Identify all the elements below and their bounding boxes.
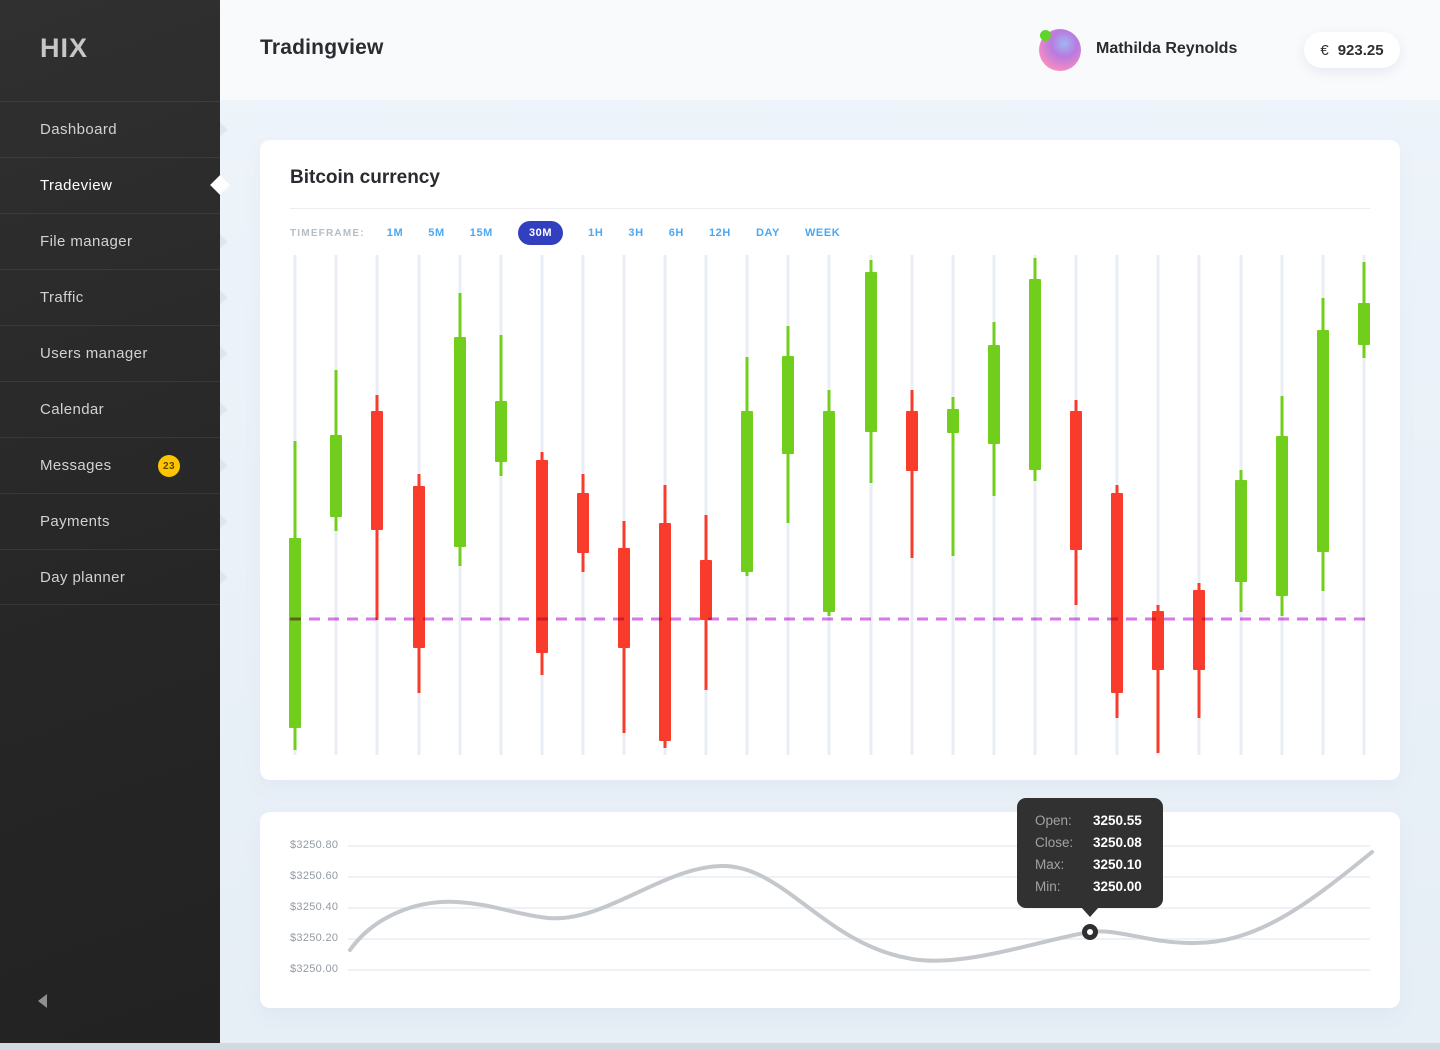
item-indicator: [220, 570, 228, 585]
timeframe-tab-1m[interactable]: 1M: [386, 227, 404, 239]
item-indicator: [220, 514, 228, 529]
tooltip-label: Max:: [1035, 857, 1065, 872]
user-name: Mathilda Reynolds: [1096, 40, 1238, 57]
line-chart-card: $3250.80 $3250.60 $3250.40 $3250.20 $3250.00: [260, 812, 1400, 1008]
tooltip-row: Open: 3250.55: [1035, 810, 1163, 832]
header: Tradingview Mathilda Reynolds € 923.25: [220, 0, 1440, 100]
y-axis-label: $3250.40: [290, 901, 339, 913]
chart-tooltip: Open: 3250.55 Close: 3250.08 Max: 3250.10 Min:…: [1017, 798, 1163, 908]
y-axis-label: $3250.80: [290, 839, 339, 851]
tooltip-label: Open:: [1035, 813, 1072, 828]
online-status-dot: [1040, 30, 1051, 41]
tooltip-row: Max: 3250.10: [1035, 854, 1163, 876]
sidebar-item-label: Users manager: [40, 345, 148, 362]
timeframe-tab-5m[interactable]: 5M: [428, 227, 445, 239]
sidebar-item-label: Calendar: [40, 401, 105, 418]
timeframe-tab-1h[interactable]: 1H: [588, 227, 604, 239]
tooltip-row: Min: 3250.00: [1035, 876, 1163, 898]
balance-currency: €: [1320, 41, 1329, 59]
y-axis-label: $3250.20: [290, 932, 339, 944]
title-divider: [290, 208, 1370, 209]
sidebar-item-calendar[interactable]: Calendar: [0, 381, 220, 437]
sidebar-item-label: Dashboard: [40, 121, 117, 138]
tooltip-value: 3250.00: [1093, 879, 1142, 894]
tooltip-label: Close:: [1035, 835, 1074, 850]
sidebar-item-traffic[interactable]: Traffic: [0, 269, 220, 325]
sidebar: HIX Dashboard Tradeview File manager Traffi…: [0, 0, 220, 1050]
messages-count-badge: 23: [158, 455, 180, 477]
item-indicator: [220, 122, 228, 137]
tooltip-value: 3250.08: [1093, 835, 1142, 850]
sidebar-item-label: Traffic: [40, 289, 84, 306]
line-chart: [348, 845, 1374, 971]
sidebar-item-label: Day planner: [40, 568, 126, 586]
chart-title: Bitcoin currency: [290, 167, 440, 188]
timeframe-tab-12h[interactable]: 12H: [708, 227, 731, 239]
page-title: Tradingview: [260, 36, 384, 59]
balance-amount: 923.25: [1337, 41, 1384, 59]
sidebar-item-users-manager[interactable]: Users manager: [0, 325, 220, 381]
timeframe-tab-6h[interactable]: 6H: [668, 227, 684, 239]
tooltip-label: Min:: [1035, 879, 1061, 894]
sidebar-nav: Dashboard Tradeview File manager Traffic Use…: [0, 101, 220, 605]
item-indicator: [220, 458, 228, 473]
candlestick-card: Bitcoin currency TIMEFRAME: 1M 5M 15M 30M 1H…: [260, 140, 1400, 780]
item-indicator: [220, 402, 228, 417]
line-marker-dot: [1082, 924, 1098, 940]
item-indicator: [220, 290, 228, 305]
y-axis-label: $3250.00: [290, 963, 339, 975]
tooltip-value: 3250.55: [1093, 813, 1142, 828]
item-indicator: [220, 234, 228, 249]
tooltip-value: 3250.10: [1093, 857, 1142, 872]
sidebar-item-label: Tradeview: [40, 177, 113, 194]
timeframe-row: TIMEFRAME: 1M 5M 15M 30M 1H 3H 6H 12H DAY WEEK: [290, 220, 865, 246]
tooltip-pointer: [1081, 907, 1099, 917]
timeframe-tab-3h[interactable]: 3H: [628, 227, 644, 239]
sidebar-item-file-manager[interactable]: File manager: [0, 213, 220, 269]
timeframe-tab-15m[interactable]: 15M: [469, 227, 493, 239]
sidebar-item-day-planner[interactable]: Day planner: [0, 549, 220, 605]
sidebar-item-dashboard[interactable]: Dashboard: [0, 101, 220, 157]
app-logo: HIX: [40, 33, 89, 63]
item-indicator: [220, 346, 228, 361]
tooltip-row: Close: 3250.08: [1035, 832, 1163, 854]
sidebar-item-tradeview[interactable]: Tradeview: [0, 157, 220, 213]
sidebar-item-payments[interactable]: Payments: [0, 493, 220, 549]
timeframe-tab-day[interactable]: DAY: [755, 227, 780, 239]
sidebar-item-label: Messages: [40, 457, 112, 474]
sidebar-item-messages[interactable]: Messages 23: [0, 437, 220, 493]
timeframe-tab-30m[interactable]: 30M: [517, 221, 564, 245]
balance-pill[interactable]: € 923.25: [1304, 32, 1400, 68]
sidebar-collapse-icon[interactable]: [38, 994, 47, 1008]
horizontal-scrollbar[interactable]: [0, 1043, 1440, 1050]
timeframe-label: TIMEFRAME:: [290, 227, 365, 239]
sidebar-item-label: Payments: [40, 513, 110, 530]
timeframe-tab-week[interactable]: WEEK: [804, 227, 841, 239]
y-axis-label: $3250.60: [290, 870, 339, 882]
avatar[interactable]: [1039, 29, 1081, 71]
sidebar-item-label: File manager: [40, 233, 133, 250]
